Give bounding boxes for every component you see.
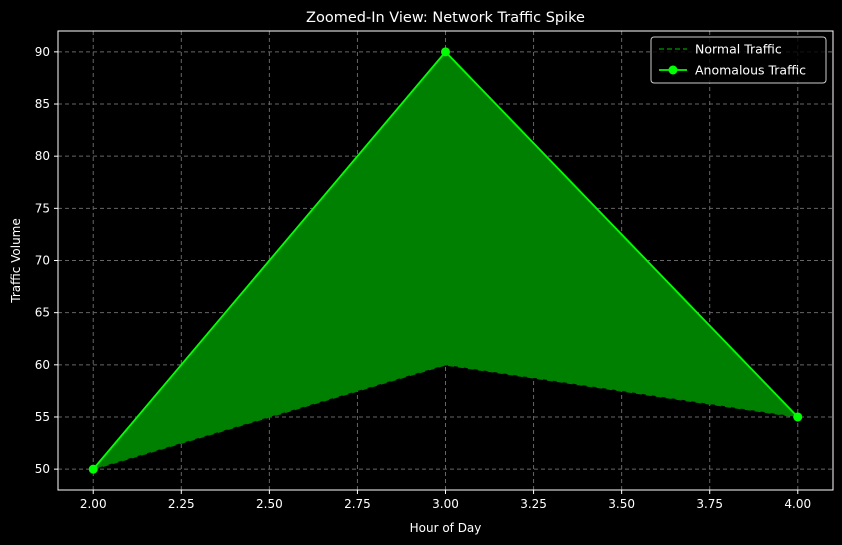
y-tick-label: 65: [35, 306, 50, 320]
y-axis-label: Traffic Volume: [9, 218, 23, 304]
chart-title: Zoomed-In View: Network Traffic Spike: [306, 10, 585, 26]
data-point-anomalous-traffic: [88, 464, 98, 474]
y-axis: 50 55 60 65 70 75 80 85 90: [35, 45, 58, 476]
x-axis-label: Hour of Day: [410, 521, 482, 535]
legend-label-normal-traffic: Normal Traffic: [695, 42, 782, 57]
x-tick-label: 2.50: [256, 497, 283, 511]
legend-box: [650, 36, 827, 84]
x-tick-label: 2.25: [168, 497, 195, 511]
y-tick-label: 85: [35, 97, 50, 111]
legend: Normal Traffic Anomalous Traffic: [650, 36, 827, 84]
y-tick-label: 75: [35, 201, 50, 215]
y-tick-label: 60: [35, 358, 50, 372]
y-tick-label: 70: [35, 254, 50, 268]
legend-label-anomalous-traffic: Anomalous Traffic: [695, 63, 806, 78]
fill-area: [93, 51, 798, 470]
legend-marker-anomalous-traffic: [668, 65, 678, 75]
x-tick-label: 4.00: [784, 497, 811, 511]
y-tick-label: 80: [35, 149, 50, 163]
x-axis: 2.00 2.25 2.50 2.75 3.00 3.25 3.50 3.75 4.00: [80, 490, 811, 511]
fill-between-area: [93, 51, 798, 470]
x-tick-label: 3.25: [520, 497, 547, 511]
x-tick-label: 3.50: [608, 497, 635, 511]
x-tick-label: 3.00: [432, 497, 459, 511]
data-point-anomalous-traffic: [441, 47, 450, 57]
series-layer: [88, 47, 803, 474]
y-tick-label: 55: [35, 410, 50, 424]
x-tick-label: 2.75: [344, 497, 371, 511]
series-line-normal-traffic: [93, 364, 798, 470]
data-point-anomalous-traffic: [793, 412, 803, 422]
y-tick-label: 50: [35, 462, 50, 476]
x-tick-label: 2.00: [80, 497, 107, 511]
x-tick-label: 3.75: [696, 497, 723, 511]
y-tick-label: 90: [35, 45, 50, 59]
